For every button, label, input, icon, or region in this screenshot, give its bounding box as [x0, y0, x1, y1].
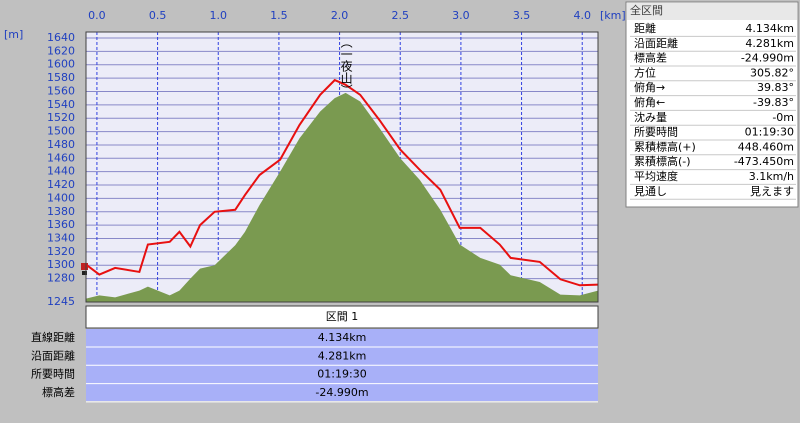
summary-value: 448.460m	[738, 140, 794, 153]
summary-value: -39.83°	[753, 96, 794, 109]
y-tick-label: 1380	[47, 205, 75, 218]
y-tick-label: 1640	[47, 31, 75, 44]
summary-label: 見通し	[634, 185, 667, 198]
section-value: 4.134km	[318, 331, 367, 344]
section-label: 沿面距離	[31, 348, 75, 362]
summary-label: 方位	[634, 65, 656, 79]
x-tick-label: 3.0	[452, 9, 470, 22]
section-label: 標高差	[42, 385, 75, 399]
y-tick-label: 1500	[47, 125, 75, 138]
y-tick-label: 1320	[47, 245, 75, 258]
x-tick-label: 1.0	[209, 9, 227, 22]
section-value: 01:19:30	[317, 368, 366, 381]
section-title: 区間 1	[326, 310, 359, 323]
y-tick-label: 1620	[47, 44, 75, 57]
peak-annotation: （一夜山）	[339, 36, 353, 96]
section-value: -24.990m	[315, 386, 368, 399]
y-tick-label: 1600	[47, 58, 75, 71]
summary-value: 4.134km	[745, 22, 794, 35]
summary-label: 累積標高(+)	[634, 139, 696, 153]
y-tick-label: 1440	[47, 165, 75, 178]
track-line	[85, 78, 599, 287]
summary-label: 俯角←	[634, 95, 665, 109]
section-value: 4.281km	[318, 349, 367, 362]
start-marker	[81, 263, 88, 275]
y-tick-label: 1300	[47, 258, 75, 271]
x-unit: [km]	[600, 9, 626, 22]
y-tick-label: 1245	[47, 295, 75, 308]
terrain-area	[86, 92, 598, 302]
y-tick-label: 1580	[47, 71, 75, 84]
summary-label: 俯角→	[634, 80, 665, 94]
summary-value: 4.281km	[745, 37, 794, 50]
summary-value: -473.450m	[734, 155, 794, 168]
summary-label: 累積標高(-)	[634, 154, 691, 168]
x-tick-label: 2.0	[331, 9, 349, 22]
y-tick-label: 1480	[47, 138, 75, 151]
x-tick-label: 4.0	[573, 9, 591, 22]
y-tick-label: 1520	[47, 111, 75, 124]
section-label: 所要時間	[31, 368, 75, 381]
summary-value: 見えます	[750, 185, 794, 198]
y-tick-label: 1400	[47, 191, 75, 204]
plot-border	[85, 31, 599, 303]
summary-label: 所要時間	[634, 126, 678, 139]
summary-label: 距離	[634, 21, 656, 35]
section-header	[85, 305, 599, 329]
x-tick-label: 3.5	[513, 9, 531, 22]
y-tick-label: 1340	[47, 232, 75, 245]
y-tick-label: 1460	[47, 151, 75, 164]
y-tick-label: 1360	[47, 218, 75, 231]
summary-label: 標高差	[634, 51, 667, 65]
y-tick-label: 1540	[47, 98, 75, 111]
section-label: 直線距離	[31, 330, 75, 344]
y-tick-label: 1560	[47, 84, 75, 97]
y-unit: [m]	[4, 28, 23, 41]
summary-value: -24.990m	[741, 52, 794, 65]
summary-value: 3.1km/h	[749, 170, 794, 183]
summary-value: 01:19:30	[745, 126, 794, 139]
x-tick-label: 1.5	[270, 9, 288, 22]
x-tick-label: 0.5	[149, 9, 167, 22]
summary-label: 沈み量	[634, 110, 667, 124]
summary-value: 305.82°	[750, 66, 794, 79]
summary-label: 平均速度	[634, 169, 678, 183]
summary-label: 沿面距離	[634, 36, 678, 50]
y-tick-label: 1420	[47, 178, 75, 191]
x-tick-label: 0.0	[88, 9, 106, 22]
summary-value: 39.83°	[757, 81, 794, 94]
summary-header	[627, 3, 797, 20]
summary-title: 全区間	[630, 3, 663, 17]
summary-value: -0m	[772, 111, 794, 124]
y-tick-label: 1280	[47, 272, 75, 285]
x-tick-label: 2.5	[391, 9, 409, 22]
